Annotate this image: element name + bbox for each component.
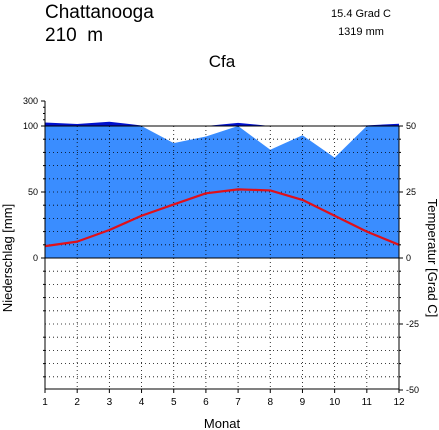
right-tick-label: -25 — [406, 319, 419, 329]
x-tick-label: 12 — [393, 397, 405, 408]
x-tick-label: 5 — [171, 397, 177, 408]
right-tick-label: 25 — [406, 187, 416, 197]
left-tick-label: 300 — [23, 96, 38, 106]
x-tick-label: 4 — [139, 397, 145, 408]
x-tick-label: 2 — [74, 397, 80, 408]
x-tick-label: 1 — [42, 397, 48, 408]
right-tick-label: -50 — [406, 385, 419, 395]
x-tick-label: 7 — [235, 397, 241, 408]
left-tick-label: 100 — [23, 121, 38, 131]
x-tick-label: 10 — [329, 397, 341, 408]
annual-precipitation: 1319 mm — [338, 26, 384, 38]
climate-class: Cfa — [209, 52, 236, 71]
temperature-line — [44, 188, 400, 248]
y-axis-label-left: Niederschlag [mm] — [0, 204, 15, 312]
x-tick-label: 8 — [267, 397, 273, 408]
excess-precipitation-band — [45, 121, 399, 126]
x-tick-label: 9 — [300, 397, 306, 408]
station-name: Chattanooga — [45, 2, 154, 23]
x-tick-label: 3 — [107, 397, 113, 408]
left-tick-label: 0 — [33, 253, 38, 263]
right-tick-label: 50 — [406, 121, 416, 131]
x-tick-label: 11 — [362, 397, 373, 408]
station-elevation: 210 m — [45, 25, 103, 46]
y-axis-label-right: Temperatur [Grad C] — [425, 199, 439, 318]
x-tick-label: 6 — [203, 397, 209, 408]
left-tick-label: 50 — [28, 187, 38, 197]
humid-area-layer — [45, 121, 399, 258]
x-axis-label: Monat — [204, 416, 241, 430]
mean-temperature: 15.4 Grad C — [331, 8, 391, 20]
right-tick-label: 0 — [406, 253, 411, 263]
